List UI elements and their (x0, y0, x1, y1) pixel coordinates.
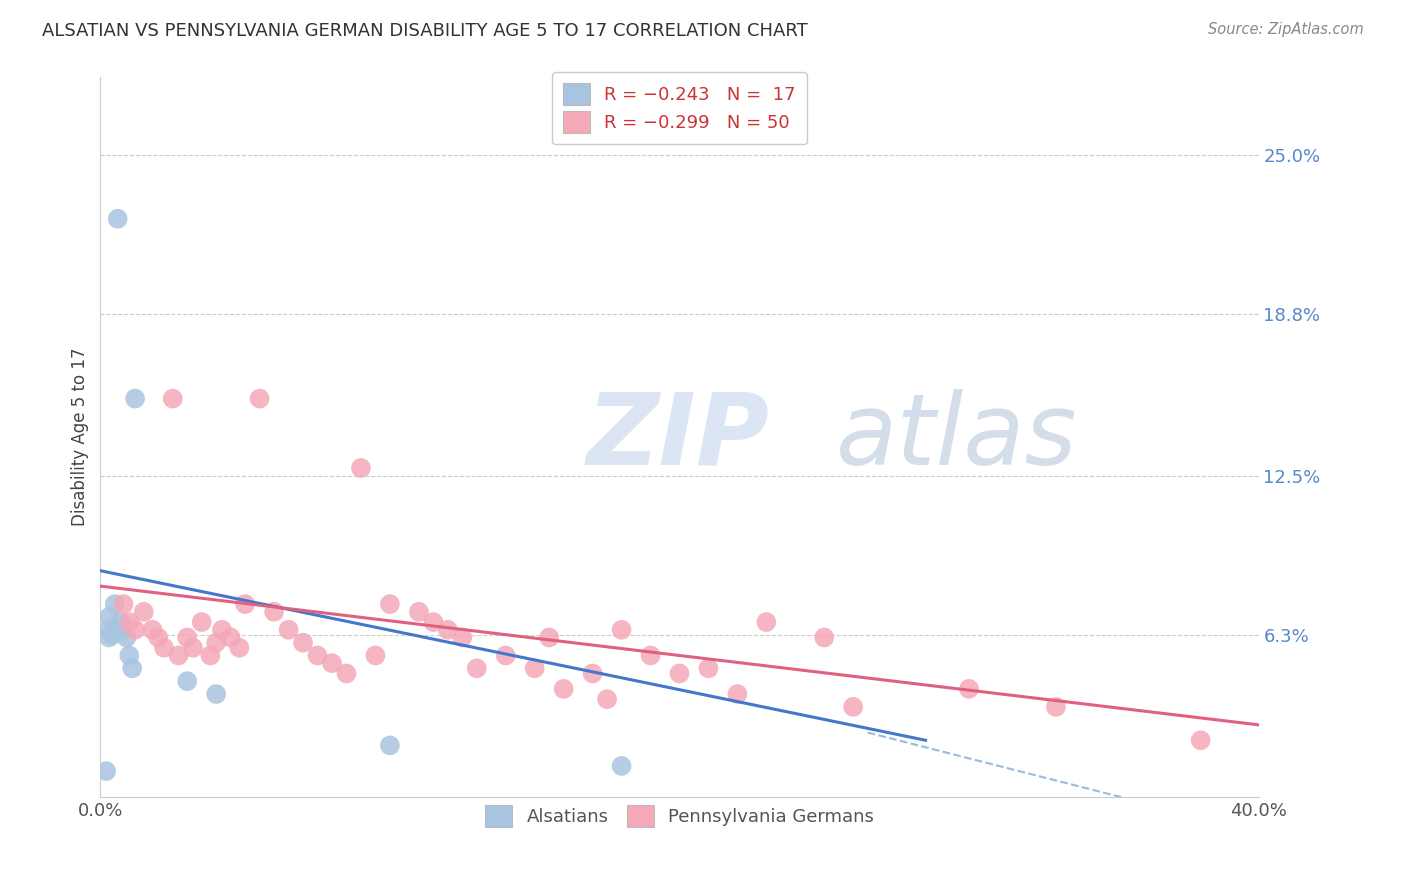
Point (697, 661, 720, 675)
Point (211, 623, 233, 637)
Point (755, 615, 778, 629)
Point (378, 597, 401, 611)
Point (98, 623, 121, 637)
Point (176, 631, 198, 645)
Point (107, 211, 129, 226)
Point (153, 640, 176, 655)
Point (610, 759, 633, 773)
Point (219, 631, 242, 645)
Point (124, 392, 146, 406)
Point (118, 648, 141, 663)
Point (725, 687, 748, 701)
Point (162, 392, 184, 406)
Point (321, 656, 343, 670)
Point (263, 605, 285, 619)
Point (842, 699, 865, 714)
Point (364, 648, 387, 663)
Point (112, 597, 135, 611)
Point (98, 631, 121, 645)
Point (200, 648, 222, 663)
Point (233, 597, 256, 611)
Point (110, 615, 132, 629)
Point (112, 623, 135, 637)
Point (465, 661, 488, 675)
Point (115, 631, 138, 645)
Point (132, 605, 155, 619)
Y-axis label: Disability Age 5 to 17: Disability Age 5 to 17 (72, 348, 89, 526)
Point (581, 666, 603, 681)
Point (98, 610, 121, 624)
Point (176, 674, 198, 689)
Point (1045, 699, 1067, 714)
Point (190, 615, 212, 629)
Point (104, 597, 127, 611)
Point (640, 648, 662, 663)
Point (350, 461, 373, 475)
Point (181, 640, 204, 655)
Point (437, 623, 460, 637)
Point (553, 681, 575, 696)
Point (292, 635, 315, 649)
Text: atlas: atlas (835, 389, 1077, 485)
Point (610, 623, 633, 637)
Point (596, 692, 619, 706)
Point (957, 681, 980, 696)
Point (1189, 733, 1212, 747)
Text: ZIP: ZIP (586, 389, 770, 485)
Legend: Alsatians, Pennsylvania Germans: Alsatians, Pennsylvania Germans (478, 798, 882, 835)
Point (141, 623, 163, 637)
Point (121, 661, 143, 675)
Text: ALSATIAN VS PENNSYLVANIA GERMAN DISABILITY AGE 5 TO 17 CORRELATION CHART: ALSATIAN VS PENNSYLVANIA GERMAN DISABILI… (42, 22, 808, 40)
Point (94, 764, 117, 778)
Point (422, 615, 444, 629)
Point (249, 392, 271, 406)
Point (408, 605, 430, 619)
Point (307, 648, 329, 663)
Point (277, 623, 299, 637)
Point (495, 648, 517, 663)
Point (205, 687, 228, 701)
Point (167, 648, 190, 663)
Point (124, 623, 146, 637)
Point (538, 631, 561, 645)
Text: Source: ZipAtlas.com: Source: ZipAtlas.com (1208, 22, 1364, 37)
Point (228, 640, 250, 655)
Point (118, 615, 141, 629)
Point (335, 666, 357, 681)
Point (378, 739, 401, 753)
Point (205, 635, 228, 649)
Point (668, 666, 690, 681)
Point (148, 631, 170, 645)
Point (523, 661, 546, 675)
Point (101, 628, 124, 642)
Point (813, 631, 835, 645)
Point (451, 631, 474, 645)
